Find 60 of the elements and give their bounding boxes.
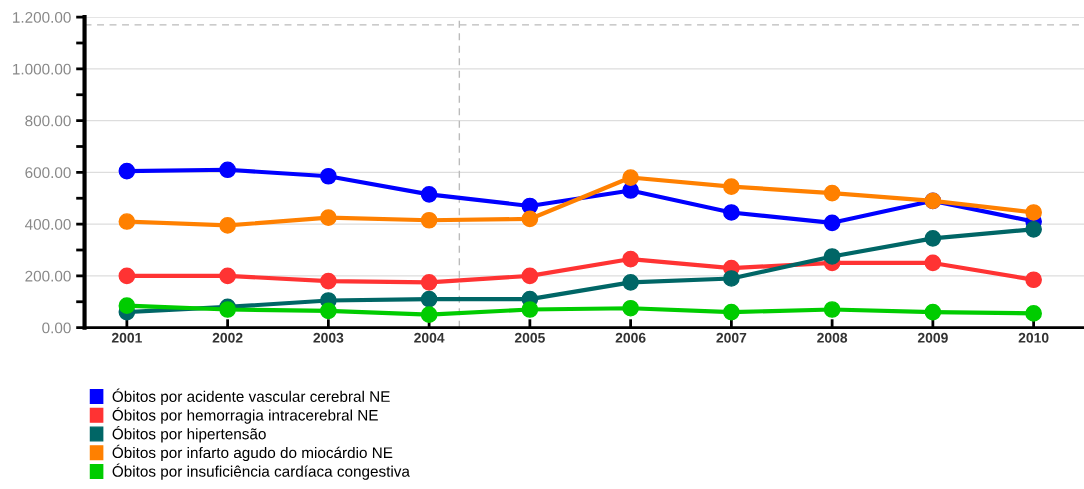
point bbox=[521, 301, 539, 318]
point bbox=[1025, 204, 1042, 221]
point bbox=[823, 301, 841, 318]
point bbox=[320, 167, 337, 185]
point bbox=[823, 214, 841, 232]
point bbox=[622, 169, 639, 186]
y-tick-label: 1.000.00 bbox=[13, 63, 71, 75]
point bbox=[118, 162, 136, 180]
point bbox=[320, 209, 337, 226]
x-tick-label: 2006 bbox=[615, 332, 646, 343]
point bbox=[622, 299, 639, 317]
point bbox=[622, 250, 639, 268]
legend-label: Óbitos por hemorragia intracerebral NE bbox=[112, 407, 378, 424]
point bbox=[1025, 271, 1042, 289]
point bbox=[723, 303, 740, 321]
point bbox=[1025, 220, 1042, 238]
point bbox=[219, 161, 236, 179]
point bbox=[420, 211, 438, 229]
point bbox=[219, 267, 236, 285]
point bbox=[723, 178, 740, 195]
point bbox=[420, 186, 438, 203]
point bbox=[823, 184, 841, 202]
legend-label: Óbitos por hipertensão bbox=[112, 425, 266, 443]
x-tick-label: 2008 bbox=[817, 332, 848, 343]
x-tick-label: 2005 bbox=[514, 332, 545, 343]
legend-label: Óbitos por insuficiência cardíaca congestiva bbox=[112, 463, 410, 480]
y-tick-label: 600.00 bbox=[25, 167, 71, 179]
point bbox=[219, 217, 236, 234]
y-tick-label: 1.200.00 bbox=[13, 11, 71, 23]
point bbox=[521, 210, 539, 228]
point bbox=[1025, 305, 1042, 322]
point bbox=[723, 204, 740, 221]
point bbox=[924, 254, 942, 272]
x-tick-label: 2001 bbox=[111, 332, 142, 343]
point bbox=[420, 274, 438, 291]
y-tick-label: 400.00 bbox=[24, 218, 71, 230]
point bbox=[924, 303, 942, 321]
point bbox=[320, 272, 337, 290]
x-tick-label: 2002 bbox=[212, 332, 243, 343]
x-tick-label: 2003 bbox=[313, 332, 344, 343]
point bbox=[521, 267, 539, 285]
point bbox=[420, 306, 438, 324]
y-tick-label: 0.00 bbox=[42, 322, 71, 334]
x-tick-label: 2010 bbox=[1018, 332, 1049, 343]
point bbox=[118, 213, 136, 230]
point bbox=[118, 267, 136, 285]
point bbox=[924, 230, 942, 247]
point bbox=[118, 297, 136, 314]
point bbox=[723, 270, 740, 287]
x-tick-label: 2004 bbox=[414, 332, 445, 343]
point bbox=[823, 248, 841, 265]
legend-label: Óbitos por acidente vascular cerebral NE bbox=[112, 388, 390, 405]
x-tick-label: 2007 bbox=[716, 332, 747, 343]
point bbox=[420, 290, 438, 308]
legend-label: Óbitos por infarto agudo do miocárdio NE bbox=[112, 444, 393, 462]
x-tick-label: 2009 bbox=[917, 332, 948, 343]
point bbox=[320, 302, 337, 320]
y-tick-label: 200.00 bbox=[25, 270, 71, 282]
point bbox=[622, 274, 639, 291]
y-tick-label: 800.00 bbox=[25, 115, 71, 127]
